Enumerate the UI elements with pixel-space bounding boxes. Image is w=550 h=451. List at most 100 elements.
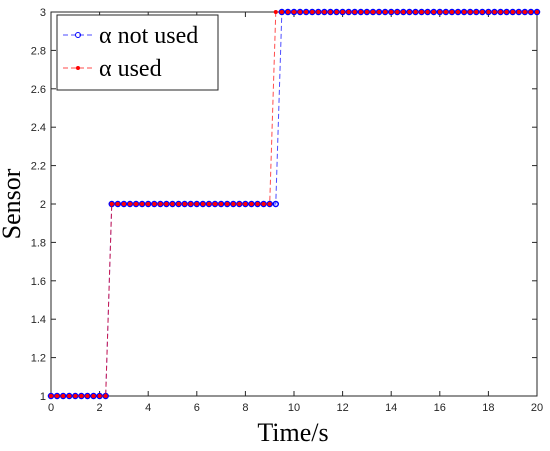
data-point xyxy=(219,202,224,206)
data-point xyxy=(182,202,187,206)
data-point xyxy=(279,10,284,14)
data-point xyxy=(504,10,509,14)
data-point xyxy=(328,10,333,14)
data-point xyxy=(334,10,339,14)
data-point xyxy=(377,10,382,14)
data-point xyxy=(243,202,248,206)
data-point xyxy=(194,202,199,206)
data-point xyxy=(273,10,278,14)
data-point xyxy=(407,10,412,14)
x-tick-label: 20 xyxy=(531,402,543,414)
data-point xyxy=(146,202,151,206)
data-point xyxy=(176,202,181,206)
data-point xyxy=(55,394,60,398)
data-point xyxy=(61,394,66,398)
data-point xyxy=(522,10,527,14)
y-tick-label: 1.4 xyxy=(31,314,46,326)
data-point xyxy=(449,10,454,14)
legend-marker xyxy=(76,66,80,70)
data-point xyxy=(49,394,53,398)
data-point xyxy=(346,10,351,14)
y-tick-label: 2 xyxy=(40,199,46,211)
data-point xyxy=(206,202,211,206)
y-tick-label: 1.8 xyxy=(31,237,46,249)
data-point xyxy=(249,202,254,206)
data-point xyxy=(431,10,436,14)
data-point xyxy=(370,10,375,14)
data-point xyxy=(425,10,430,14)
legend-label: α used xyxy=(99,56,162,82)
x-tick-label: 14 xyxy=(385,402,397,414)
data-point xyxy=(79,394,84,398)
data-point xyxy=(480,10,485,14)
legend-marker xyxy=(75,32,81,38)
legend-box xyxy=(56,14,219,91)
x-axis-label: Time/s xyxy=(257,418,328,447)
data-point xyxy=(316,10,321,14)
data-point xyxy=(492,10,497,14)
y-tick-label: 1.6 xyxy=(31,276,46,288)
y-tick-label: 2.8 xyxy=(31,45,46,57)
data-point xyxy=(109,202,114,206)
data-point xyxy=(91,394,96,398)
data-point xyxy=(115,202,120,206)
data-point xyxy=(121,202,126,206)
data-point xyxy=(510,10,515,14)
data-point xyxy=(474,10,479,14)
data-point xyxy=(456,10,461,14)
data-point xyxy=(364,10,369,14)
data-point xyxy=(231,202,236,206)
data-point xyxy=(140,202,145,206)
x-tick-label: 6 xyxy=(194,402,200,414)
data-point xyxy=(535,10,539,14)
data-point xyxy=(389,10,394,14)
y-tick-label: 2.2 xyxy=(31,161,46,173)
data-point xyxy=(103,394,108,398)
x-tick-label: 10 xyxy=(288,402,300,414)
data-point xyxy=(188,202,193,206)
data-point xyxy=(383,10,388,14)
y-tick-label: 2.6 xyxy=(31,84,46,96)
data-point xyxy=(486,10,491,14)
data-point xyxy=(340,10,345,14)
data-point xyxy=(292,10,296,14)
data-point xyxy=(267,202,272,206)
x-tick-label: 0 xyxy=(48,402,54,414)
x-tick-label: 16 xyxy=(434,402,446,414)
data-point xyxy=(85,394,90,398)
series-line xyxy=(51,11,537,397)
y-tick-label: 1.2 xyxy=(31,353,46,365)
data-point xyxy=(73,394,78,398)
data-point xyxy=(419,10,424,14)
data-point xyxy=(67,394,72,398)
data-point xyxy=(401,10,406,14)
data-point xyxy=(352,10,357,14)
data-point xyxy=(272,200,280,208)
data-point xyxy=(158,202,163,206)
x-tick-label: 12 xyxy=(336,402,348,414)
y-tick-label: 2.4 xyxy=(31,122,46,134)
data-point xyxy=(225,202,230,206)
data-point xyxy=(468,10,473,14)
data-point xyxy=(164,202,169,206)
data-point xyxy=(261,202,266,206)
data-point xyxy=(200,202,205,206)
data-point xyxy=(298,10,303,14)
data-point xyxy=(533,8,541,16)
data-point xyxy=(528,10,533,14)
data-point xyxy=(437,10,442,14)
legend-label: α not used xyxy=(99,23,198,49)
data-point xyxy=(443,10,448,14)
data-point xyxy=(516,10,521,14)
x-tick-label: 8 xyxy=(242,402,248,414)
data-point xyxy=(304,10,309,14)
data-point xyxy=(134,202,139,206)
data-point xyxy=(285,10,290,14)
data-point xyxy=(310,10,315,14)
data-point xyxy=(413,10,418,14)
data-point xyxy=(462,10,467,14)
y-axis-label: Sensor xyxy=(0,168,26,239)
x-tick-label: 18 xyxy=(482,402,494,414)
data-point xyxy=(358,10,363,14)
